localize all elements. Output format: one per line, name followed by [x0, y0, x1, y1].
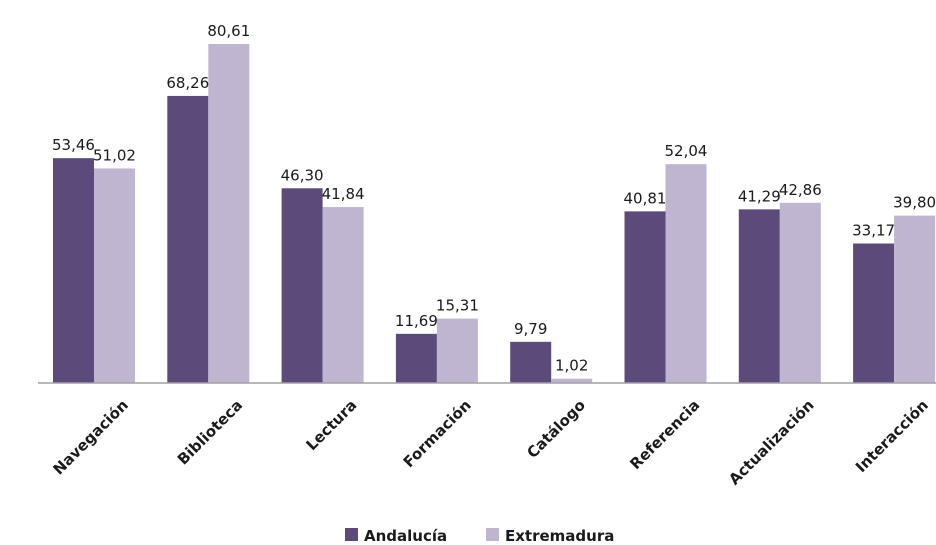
value-label-andalucia-navegacion: 53,46 — [52, 136, 95, 154]
bar-extremadura-navegacion — [94, 168, 135, 383]
category-label-catalogo: Catálogo — [523, 396, 589, 462]
value-label-extremadura-interaccion: 39,80 — [893, 194, 936, 212]
legend-swatch-andalucia — [345, 528, 358, 541]
value-label-extremadura-catalogo: 1,02 — [555, 357, 588, 375]
bar-andalucia-lectura — [281, 188, 323, 383]
category-label-interaccion: Interacción — [852, 396, 932, 476]
legend-swatch-extremadura — [486, 528, 499, 541]
legend-label-extremadura: Extremadura — [505, 527, 614, 545]
value-label-andalucia-actualizacion: 41,29 — [738, 187, 781, 205]
value-label-extremadura-actualizacion: 42,86 — [779, 181, 822, 199]
category-label-navegacion: Navegación — [49, 396, 131, 478]
bar-andalucia-catalogo — [510, 341, 552, 383]
category-label-formacion: Formación — [400, 396, 475, 471]
bars-layer — [53, 44, 936, 383]
bar-extremadura-actualizacion — [779, 202, 821, 383]
bar-andalucia-referencia — [624, 211, 666, 383]
bar-extremadura-interaccion — [894, 215, 936, 383]
bar-andalucia-navegacion — [53, 158, 94, 383]
value-label-extremadura-referencia: 52,04 — [665, 142, 708, 160]
category-label-referencia: Referencia — [626, 396, 703, 473]
value-label-extremadura-lectura: 41,84 — [322, 185, 365, 203]
value-label-extremadura-formacion: 15,31 — [436, 297, 479, 315]
value-label-extremadura-navegacion: 51,02 — [93, 146, 136, 164]
legend: Andalucía Extremadura — [345, 527, 614, 545]
bar-andalucia-biblioteca — [167, 95, 209, 383]
bar-andalucia-interaccion — [853, 243, 895, 383]
value-label-andalucia-referencia: 40,81 — [624, 189, 667, 207]
bar-extremadura-referencia — [665, 164, 707, 383]
value-label-andalucia-interaccion: 33,17 — [852, 222, 895, 240]
legend-label-andalucia: Andalucía — [364, 527, 447, 545]
category-label-actualizacion: Actualización — [725, 396, 817, 488]
value-label-andalucia-formacion: 11,69 — [395, 312, 438, 330]
category-label-biblioteca: Biblioteca — [174, 396, 246, 468]
category-labels-layer: Navegación Biblioteca Lectura Formación Catá… — [49, 396, 931, 488]
value-label-andalucia-biblioteca: 68,26 — [166, 74, 209, 92]
bar-extremadura-catalogo — [551, 378, 593, 383]
bar-extremadura-biblioteca — [208, 44, 250, 383]
value-label-andalucia-lectura: 46,30 — [281, 166, 324, 184]
bar-extremadura-lectura — [322, 207, 364, 383]
bar-andalucia-actualizacion — [738, 209, 780, 383]
value-label-andalucia-catalogo: 9,79 — [514, 320, 547, 338]
value-label-extremadura-biblioteca: 80,61 — [207, 22, 250, 40]
category-label-lectura: Lectura — [302, 396, 360, 454]
bar-andalucia-formacion — [395, 333, 437, 383]
bar-extremadura-formacion — [436, 318, 478, 383]
